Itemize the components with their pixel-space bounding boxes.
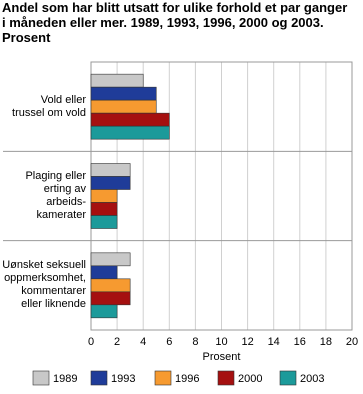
bar: [90, 86, 157, 101]
x-tick-label: 12: [241, 336, 253, 348]
legend-swatch: [32, 370, 50, 386]
legend-swatch: [279, 370, 297, 386]
x-axis-label: Prosent: [203, 351, 241, 363]
bar: [90, 125, 170, 140]
bar: [90, 265, 118, 280]
x-tick-label: 10: [215, 336, 227, 348]
category-label: Plaging eller erting av arbeids- kamerat…: [25, 170, 86, 221]
legend-label: 1989: [53, 373, 77, 385]
bar: [90, 112, 170, 127]
legend-label: 1993: [111, 373, 135, 385]
legend-swatch: [154, 370, 172, 386]
category-label: Vold eller trussel om vold: [12, 93, 86, 119]
bar: [90, 202, 118, 216]
bar: [90, 189, 118, 203]
bar: [90, 252, 131, 267]
bar: [90, 278, 131, 293]
bar: [90, 99, 157, 114]
x-tick-label: 20: [346, 336, 358, 348]
legend-swatch: [217, 370, 235, 386]
legend-label: 2003: [300, 373, 324, 385]
x-tick-label: 16: [294, 336, 306, 348]
x-tick-label: 8: [192, 336, 198, 348]
bar: [90, 291, 131, 306]
x-tick-label: 2: [114, 336, 120, 348]
bar: [90, 163, 131, 177]
bar: [90, 73, 144, 88]
legend-swatch: [90, 370, 108, 386]
bar: [90, 176, 131, 190]
bar: [90, 304, 118, 319]
legend-label: 1996: [175, 373, 199, 385]
legend-label: 2000: [238, 373, 262, 385]
chart-title: Andel som har blitt utsatt for ulike for…: [2, 0, 348, 45]
x-tick-label: 0: [88, 336, 94, 348]
x-tick-label: 14: [268, 336, 280, 348]
x-tick-label: 6: [166, 336, 172, 348]
x-tick-label: 4: [140, 336, 146, 348]
bar: [90, 215, 118, 229]
x-tick-label: 18: [320, 336, 332, 348]
category-label: Uønsket seksuell oppmerksomhet, kommenta…: [2, 259, 86, 311]
